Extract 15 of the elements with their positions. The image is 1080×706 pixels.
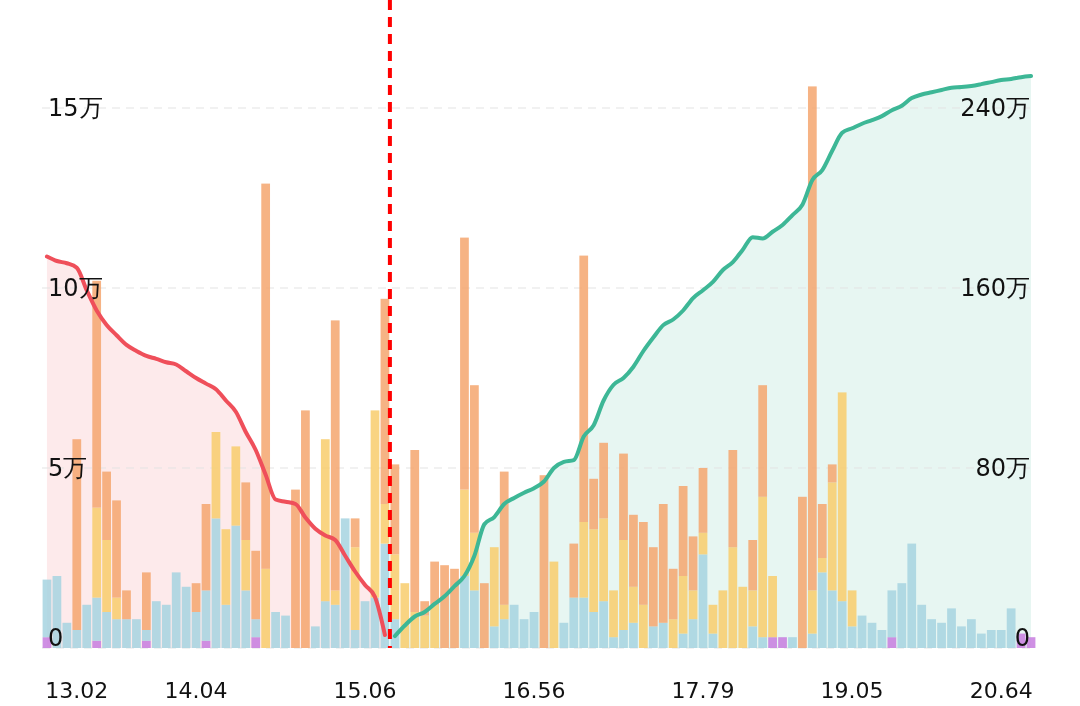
y-tick-label: 10万 (48, 274, 103, 303)
x-tick-label: 19.05 (820, 678, 884, 703)
x-tick-label: 14.04 (164, 678, 228, 703)
x-tick-label: 20.64 (969, 678, 1033, 703)
y-tick-label: 5万 (48, 454, 88, 483)
x-tick-label: 16.56 (502, 678, 566, 703)
x-tick-label: 13.02 (45, 678, 109, 703)
x-tick-label: 17.79 (671, 678, 735, 703)
y2-tick-label: 160万 (960, 274, 1030, 303)
y-tick-label: 15万 (48, 94, 103, 123)
x-tick-label: 15.06 (333, 678, 397, 703)
y2-tick-label: 80万 (975, 454, 1030, 483)
y2-tick-label: 0 (1014, 624, 1030, 652)
y-tick-label: 0 (48, 624, 64, 652)
y2-tick-label: 240万 (960, 94, 1030, 123)
